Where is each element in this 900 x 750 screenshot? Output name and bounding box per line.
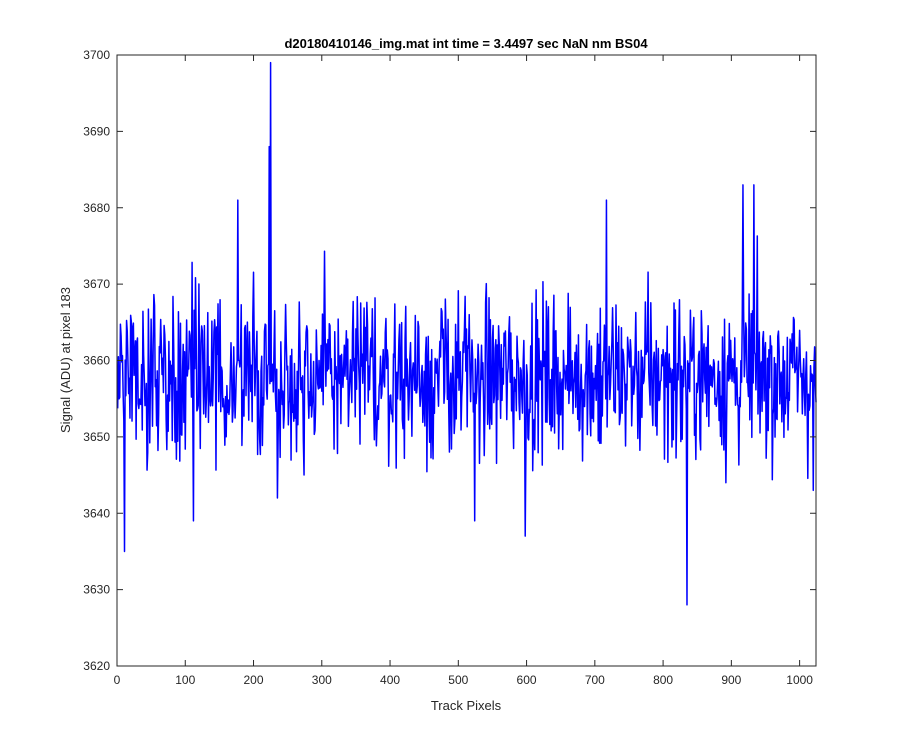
series-layer (116, 61, 817, 606)
x-tick-label: 900 (721, 673, 741, 687)
x-tick-label: 500 (448, 673, 468, 687)
x-tick-label: 200 (244, 673, 264, 687)
x-tick-label: 400 (380, 673, 400, 687)
chart-title: d20180410146_img.mat int time = 3.4497 s… (284, 36, 648, 51)
y-tick-label: 3650 (83, 430, 110, 444)
x-tick-label: 0 (114, 673, 121, 687)
y-tick-label: 3700 (83, 48, 110, 62)
series-line (116, 61, 817, 606)
x-tick-label: 700 (585, 673, 605, 687)
y-tick-label: 3670 (83, 277, 110, 291)
y-tick-label: 3680 (83, 201, 110, 215)
axes: 0 100 200 300 400 500 600 700 800 900 1000 3620 3630… (83, 48, 817, 687)
x-tick-label: 600 (517, 673, 537, 687)
y-tick-label: 3640 (83, 506, 110, 520)
y-axis-label: Signal (ADU) at pixel 183 (58, 287, 73, 433)
y-tick-label: 3630 (83, 583, 110, 597)
x-tick-label: 100 (175, 673, 195, 687)
y-tick-label: 3660 (83, 354, 110, 368)
x-axis-label: Track Pixels (431, 698, 502, 713)
y-tick-label: 3620 (83, 659, 110, 673)
x-tick-label: 1000 (786, 673, 813, 687)
y-tick-label: 3690 (83, 124, 110, 138)
x-tick-label: 800 (653, 673, 673, 687)
x-tick-label: 300 (312, 673, 332, 687)
